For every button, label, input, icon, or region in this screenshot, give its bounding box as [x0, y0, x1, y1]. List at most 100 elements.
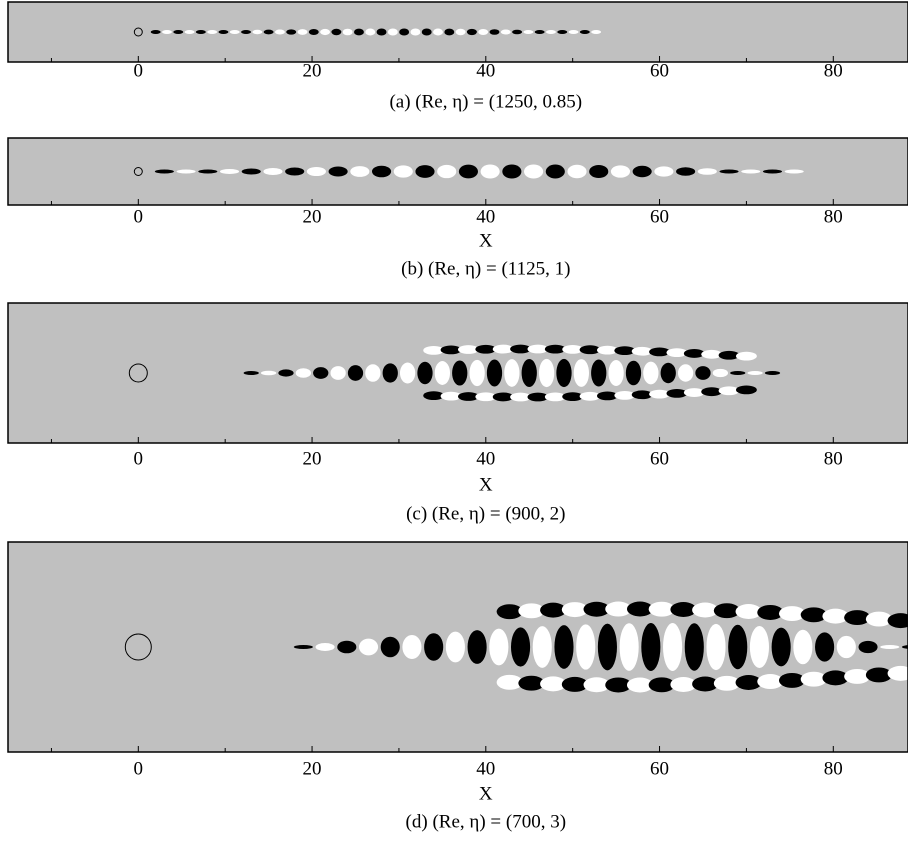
x-tick-label: 80 — [824, 206, 843, 227]
vortex — [579, 30, 590, 34]
vortex — [735, 604, 762, 619]
vortex — [293, 645, 313, 649]
vortex — [510, 627, 531, 667]
caption: (d) (Re, η) = (700, 3) — [406, 811, 566, 832]
vortex — [492, 344, 514, 354]
vortex — [433, 28, 443, 36]
vortex — [538, 358, 555, 388]
vortex — [677, 364, 694, 382]
vortex — [440, 391, 462, 401]
x-tick-label: 0 — [134, 448, 144, 469]
vortex — [865, 611, 892, 627]
wake — [293, 601, 908, 693]
vortex — [800, 671, 827, 687]
vortex — [532, 626, 552, 668]
vortex — [608, 359, 624, 387]
x-tick-label: 60 — [650, 448, 669, 469]
vortex — [489, 29, 500, 35]
vortex — [701, 349, 723, 359]
vortex — [697, 168, 717, 175]
vortex — [540, 676, 567, 692]
vortex — [561, 676, 588, 692]
frame — [7, 137, 908, 206]
vortex — [625, 360, 642, 386]
vortex — [452, 360, 468, 386]
vortex — [562, 392, 584, 402]
vortex — [496, 604, 523, 620]
vortex — [176, 169, 196, 174]
vortex — [434, 361, 451, 385]
vortex — [741, 169, 761, 174]
vortex — [523, 30, 534, 34]
vortex — [757, 604, 784, 620]
vortex — [706, 623, 726, 671]
vortex — [410, 28, 421, 36]
vortex — [589, 164, 609, 179]
vortex — [557, 30, 568, 34]
vortex — [844, 668, 871, 684]
vortex — [510, 344, 531, 354]
vortex — [836, 635, 856, 659]
vortex — [365, 28, 376, 36]
vortex — [457, 392, 479, 401]
vortex — [150, 30, 161, 34]
vortex — [527, 344, 549, 354]
vortex — [568, 30, 579, 34]
vortex — [534, 30, 545, 34]
vortex — [337, 640, 357, 654]
x-tick-label: 40 — [476, 448, 495, 469]
vortex — [399, 28, 410, 36]
vortex — [162, 30, 172, 34]
x-tick-label: 20 — [303, 448, 322, 469]
x-axis-label: X — [479, 783, 493, 804]
vortex — [331, 28, 342, 36]
vortex — [518, 675, 545, 691]
vortex — [567, 164, 587, 179]
vortex — [399, 362, 416, 384]
x-axis-label: X — [479, 474, 493, 495]
vortex — [489, 628, 509, 666]
vortex — [880, 645, 900, 649]
vortex — [728, 624, 748, 670]
vortex — [353, 28, 364, 36]
vortex — [241, 168, 261, 175]
caption: (c) (Re, η) = (900, 2) — [406, 503, 565, 524]
vortex — [858, 640, 878, 654]
vortex — [278, 369, 294, 377]
vortex — [631, 346, 653, 356]
frame — [7, 302, 908, 444]
x-tick-label: 0 — [134, 758, 144, 779]
wake — [243, 344, 781, 402]
x-tick-label: 80 — [824, 758, 843, 779]
x-tick-label: 40 — [476, 206, 495, 227]
vortex — [683, 388, 705, 397]
vortex — [545, 164, 565, 179]
vortex — [695, 366, 711, 380]
vortex — [263, 167, 283, 176]
cylinder — [128, 363, 148, 383]
vortex — [358, 638, 379, 656]
vortex — [561, 602, 588, 618]
vortex — [173, 30, 184, 34]
vortex — [670, 677, 697, 692]
vortex — [421, 28, 432, 36]
vortex — [556, 358, 572, 388]
vortex — [649, 389, 670, 399]
vortex — [500, 29, 511, 35]
vortex — [458, 164, 478, 179]
vortex — [423, 391, 445, 401]
vortex — [749, 625, 770, 669]
vortex — [887, 613, 908, 629]
vortex — [306, 166, 326, 177]
vortex — [626, 601, 654, 617]
vortex — [610, 165, 631, 178]
vortex — [583, 601, 610, 617]
vortex — [747, 371, 763, 375]
vortex — [666, 348, 688, 358]
vortex — [641, 622, 661, 672]
x-tick-label: 40 — [476, 60, 495, 81]
vortex — [184, 30, 195, 34]
vortex — [718, 386, 740, 396]
vortex — [735, 351, 757, 361]
